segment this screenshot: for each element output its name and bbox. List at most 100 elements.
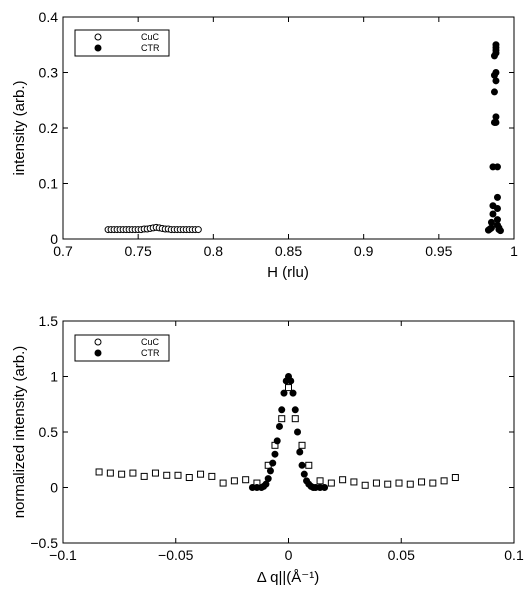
chart-top-xtick-label: 1 xyxy=(510,243,518,259)
chart-top-point-ctr xyxy=(492,77,500,85)
chart-top-ytick-label: 0 xyxy=(50,231,58,247)
chart-bottom-point-cuc xyxy=(185,474,193,482)
chart-top-legend-cuc-marker xyxy=(94,33,102,41)
chart-bottom-point-cuc xyxy=(151,469,159,477)
chart-bottom: −0.1 −0.05 0 0.05 0.1 −0.5 0 0.5 1 1.5 Δ q||(Å⁻¹)… xyxy=(11,313,524,586)
chart-bottom-ytick-label: 1 xyxy=(50,369,58,385)
chart-top-xlabel: H (rlu) xyxy=(267,264,309,281)
chart-bottom-point-cuc xyxy=(305,461,313,469)
chart-bottom-point-cuc xyxy=(208,472,216,480)
chart-bottom-point-cuc xyxy=(197,470,205,478)
chart-bottom-point-cuc xyxy=(95,468,103,476)
chart-top-legend-box xyxy=(74,29,170,57)
chart-bottom-point-ctr xyxy=(294,428,302,436)
chart-bottom-point-ctr xyxy=(289,389,297,397)
chart-bottom-ytick-label: −0.5 xyxy=(30,535,58,551)
chart-bottom-point-ctr xyxy=(298,461,306,469)
chart-top-point-ctr xyxy=(496,227,504,235)
chart-bottom-xtick-label: −0.05 xyxy=(158,547,194,563)
chart-bottom-point-cuc xyxy=(451,474,459,482)
chart-bottom-point-cuc xyxy=(406,480,414,488)
chart-bottom-point-cuc xyxy=(285,384,292,392)
chart-bottom-point-ctr xyxy=(273,437,281,445)
chart-top-ytick-label: 0.3 xyxy=(39,65,59,81)
chart-top-point-ctr xyxy=(492,118,500,126)
chart-top: 0.7 0.75 0.8 0.85 0.9 0.95 1 0 0.1 0.2 0.3 0.4 H (r… xyxy=(11,9,518,281)
chart-top-legend-ctr-label: CTR xyxy=(141,43,160,53)
chart-bottom-xtick-label: 0.05 xyxy=(388,547,415,563)
chart-bottom-point-ctr xyxy=(278,406,286,414)
chart-bottom-point-ctr xyxy=(275,422,283,430)
chart-bottom-point-ctr xyxy=(296,448,304,456)
chart-bottom-point-cuc xyxy=(278,415,286,423)
chart-top-ytick-label: 0.1 xyxy=(39,176,59,192)
chart-bottom-point-cuc xyxy=(418,478,426,486)
chart-bottom-point-cuc xyxy=(298,441,306,449)
chart-bottom-ytick-label: 1.5 xyxy=(39,313,59,329)
chart-bottom-point-cuc xyxy=(395,479,403,487)
chart-top-xtick-label: 0.7 xyxy=(53,243,73,259)
chart-bottom-point-cuc xyxy=(361,481,369,489)
chart-bottom-point-cuc xyxy=(384,480,392,488)
chart-bottom-point-ctr xyxy=(291,406,299,414)
chart-bottom-point-cuc xyxy=(129,469,137,477)
chart-bottom-legend-ctr-label: CTR xyxy=(141,348,160,358)
chart-top-ylabel: intensity (arb.) xyxy=(11,80,28,175)
chart-bottom-point-cuc xyxy=(219,479,227,487)
chart-bottom-point-cuc xyxy=(339,476,347,484)
chart-bottom-xlabel: Δ q||(Å⁻¹) xyxy=(257,569,319,586)
chart-bottom-legend-cuc-label: CuC xyxy=(141,337,160,347)
chart-bottom-xtick-label: 0 xyxy=(285,547,293,563)
chart-bottom-point-cuc xyxy=(163,471,171,479)
chart-bottom-point-cuc xyxy=(230,477,238,485)
chart-bottom-point-cuc xyxy=(106,469,114,477)
chart-top-legend-cuc-label: CuC xyxy=(141,32,160,42)
chart-bottom-ticks: −0.1 −0.05 0 0.05 0.1 −0.5 0 0.5 1 1.5 xyxy=(30,313,524,563)
chart-bottom-point-cuc xyxy=(291,415,299,423)
chart-top-point-ctr xyxy=(492,49,500,57)
chart-top-point-ctr xyxy=(493,163,501,171)
chart-top-marks xyxy=(104,41,504,235)
chart-bottom-point-ctr xyxy=(269,459,277,467)
chart-top-xtick-label: 0.95 xyxy=(425,243,452,259)
chart-top-ticks: 0.7 0.75 0.8 0.85 0.9 0.95 1 0 0.1 0.2 0.3 0.4 xyxy=(39,9,519,259)
chart-bottom-point-cuc xyxy=(174,471,182,479)
chart-bottom-point-ctr xyxy=(287,377,295,385)
chart-top-point-ctr xyxy=(487,218,495,226)
chart-bottom-point-ctr xyxy=(280,389,288,397)
chart-top-xtick-label: 0.9 xyxy=(354,243,374,259)
chart-bottom-point-cuc xyxy=(118,470,126,478)
chart-bottom-point-cuc xyxy=(242,476,250,484)
chart-top-ytick-label: 0.2 xyxy=(39,120,59,136)
chart-top-ytick-label: 0.4 xyxy=(39,9,59,25)
chart-top-legend: CuC CTR xyxy=(74,29,170,57)
chart-top-point-cuc xyxy=(194,226,202,234)
chart-top-xtick-label: 0.8 xyxy=(204,243,224,259)
chart-bottom-point-ctr xyxy=(300,470,308,478)
chart-bottom-legend-box xyxy=(74,334,170,362)
chart-bottom-legend: CuC CTR xyxy=(74,334,170,362)
chart-bottom-point-ctr xyxy=(321,484,329,491)
chart-top-point-ctr xyxy=(489,210,497,218)
chart-bottom-point-cuc xyxy=(140,472,148,480)
chart-bottom-point-ctr xyxy=(271,450,279,458)
chart-bottom-point-ctr xyxy=(264,475,272,483)
chart-top-point-ctr xyxy=(493,204,501,212)
chart-bottom-legend-cuc-marker xyxy=(94,338,102,346)
chart-top-xtick-label: 0.85 xyxy=(275,243,302,259)
chart-bottom-xtick-label: −0.1 xyxy=(49,547,77,563)
chart-bottom-ylabel: normalized intensity (arb.) xyxy=(11,346,28,519)
chart-top-point-ctr xyxy=(493,193,501,201)
chart-bottom-point-cuc xyxy=(440,477,448,485)
chart-bottom-point-ctr xyxy=(266,467,274,475)
chart-bottom-point-cuc xyxy=(316,477,324,485)
chart-top-xtick-label: 0.75 xyxy=(125,243,152,259)
chart-bottom-point-cuc xyxy=(372,479,380,487)
chart-bottom-ytick-label: 0.5 xyxy=(39,424,59,440)
chart-bottom-point-cuc xyxy=(350,478,358,486)
chart-bottom-legend-ctr-marker xyxy=(94,349,102,357)
chart-top-point-ctr xyxy=(492,69,500,76)
chart-bottom-ytick-label: 0 xyxy=(50,480,58,496)
chart-bottom-point-cuc xyxy=(327,479,335,487)
